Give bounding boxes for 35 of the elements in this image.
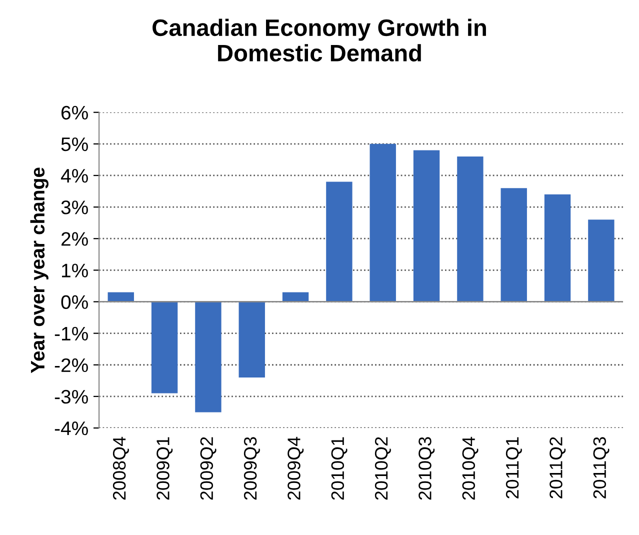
y-tick-label: 2%: [62, 232, 88, 246]
x-tick-label: 2008Q4: [112, 436, 129, 500]
bar: [238, 302, 265, 378]
y-tick-label: 5%: [61, 137, 88, 152]
chart-title: Canadian Economy Growth in Domestic Demand: [152, 18, 486, 62]
y-tick-label: -2%: [54, 358, 88, 372]
bar: [413, 150, 440, 302]
x-tick-label: 2011Q1: [506, 437, 522, 498]
bar: [151, 302, 178, 394]
x-tick-label: 2009Q1: [156, 437, 173, 500]
x-tick-label: 2009Q4: [288, 436, 304, 500]
x-tick-label: 2010Q2: [374, 437, 391, 500]
y-tick-label: 3%: [61, 200, 88, 214]
y-tick-label: -3%: [54, 390, 88, 404]
x-tick-label: 2010Q4: [462, 436, 478, 500]
y-tick-label: -1%: [54, 326, 88, 340]
x-tick-label: 2010Q3: [418, 437, 435, 500]
bar: [500, 188, 527, 302]
x-tick-label: 2010Q1: [331, 437, 348, 500]
bar: [588, 220, 614, 302]
x-tick-label: 2009Q2: [200, 437, 216, 500]
y-tick-label: 0%: [61, 295, 88, 309]
bar: [326, 182, 352, 302]
bar: [370, 144, 396, 302]
y-tick-label: 1%: [62, 264, 88, 278]
y-tick-label: 4%: [60, 169, 88, 183]
y-tick-label: 6%: [62, 106, 88, 120]
x-tick-label: 2011Q2: [550, 437, 566, 498]
bar: [457, 156, 484, 302]
bar: [195, 302, 222, 412]
x-tick-label: 2011Q3: [593, 437, 610, 498]
y-tick-label: -4%: [54, 422, 88, 436]
bar: [544, 194, 571, 302]
y-axis-title: Year over year change: [30, 168, 48, 374]
x-tick-label: 2009Q3: [244, 437, 260, 500]
